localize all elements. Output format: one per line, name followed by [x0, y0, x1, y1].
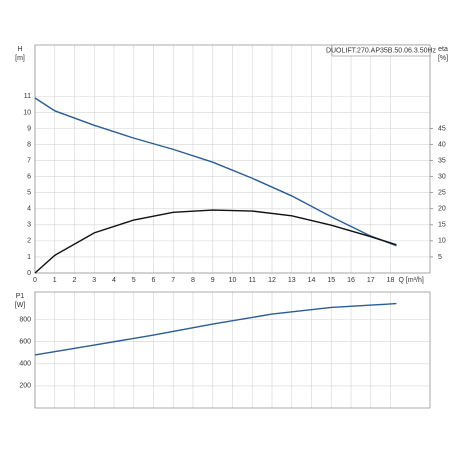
x-tick-label: 9: [211, 277, 215, 284]
y-tick-label: 4: [27, 206, 31, 213]
y2-label-unit: [%]: [438, 55, 448, 62]
y-tick-label: 2: [27, 238, 31, 245]
y2-tick-label: 10: [438, 238, 446, 245]
x-tick-label: 13: [288, 277, 296, 284]
x-tick-label: 17: [367, 277, 375, 284]
x-tick-label: 8: [191, 277, 195, 284]
y2-tick-label: 20: [438, 206, 446, 213]
plot-border: [34, 44, 431, 274]
y-label: H: [17, 46, 22, 53]
x-tick-label: 3: [92, 277, 96, 284]
y-tick-label: 6: [27, 174, 31, 181]
y2-label: eta: [438, 46, 448, 53]
x-label: Q [m³/h]: [399, 277, 424, 284]
x-tick-label: 12: [268, 277, 276, 284]
curve: [34, 97, 397, 247]
chart-title: DUOLIFT.270.AP35B.50.06.3.50Hz: [326, 47, 437, 54]
y-tick-label: 5: [27, 190, 31, 197]
x-tick-label: 15: [327, 277, 335, 284]
y2-tick-label: 40: [438, 141, 446, 148]
y-tick-label: 10: [23, 109, 31, 116]
x-tick-label: 0: [33, 277, 37, 284]
x-tick-label: 6: [152, 277, 156, 284]
y2-tick-label: 15: [438, 222, 446, 229]
x-tick-label: 2: [73, 277, 77, 284]
y-tick-label: 0: [27, 270, 31, 277]
y2-tick-label: 5: [438, 254, 442, 261]
title-box: [331, 44, 431, 57]
y2-tick-label: 25: [438, 190, 446, 197]
plot-border: [34, 291, 431, 409]
x-tick-label: 14: [308, 277, 316, 284]
curve: [34, 209, 397, 274]
y2-tick-label: 35: [438, 157, 446, 164]
x-tick-label: 10: [229, 277, 237, 284]
y-tick-label: 1: [27, 254, 31, 261]
y-tick-label: 3: [27, 222, 31, 229]
x-tick-label: 5: [132, 277, 136, 284]
x-tick-label: 7: [171, 277, 175, 284]
y-tick-label: 600: [19, 339, 31, 346]
y-tick-label: 200: [19, 383, 31, 390]
y-label-unit: [W]: [15, 302, 26, 309]
y-label-unit: [m]: [15, 55, 25, 62]
x-tick-label: 18: [387, 277, 395, 284]
y-tick-label: 400: [19, 361, 31, 368]
x-tick-label: 16: [347, 277, 355, 284]
y-tick-label: 7: [27, 157, 31, 164]
x-tick-label: 1: [53, 277, 57, 284]
y-tick-label: 800: [19, 316, 31, 323]
y2-tick-label: 45: [438, 125, 446, 132]
curve: [34, 302, 397, 356]
y-tick-label: 9: [27, 125, 31, 132]
y2-tick-label: 30: [438, 174, 446, 181]
y-tick-label: 11: [24, 93, 31, 100]
y-tick-label: 8: [27, 141, 31, 148]
x-tick-label: 11: [249, 277, 256, 284]
x-tick-label: 4: [112, 277, 116, 284]
y-label: P1: [16, 293, 25, 300]
